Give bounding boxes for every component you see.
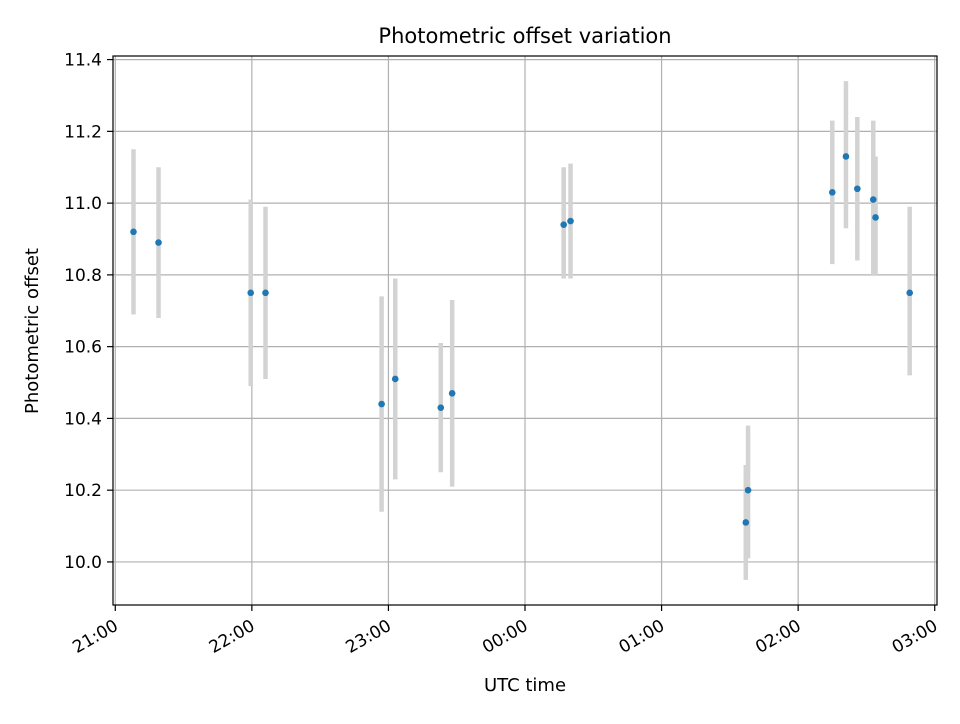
data-point <box>869 196 877 203</box>
data-point <box>448 389 456 397</box>
data-point <box>828 189 836 196</box>
data-point <box>155 239 162 246</box>
data-point <box>842 153 850 160</box>
y-tick-label: 10.0 <box>64 553 102 573</box>
data-point <box>130 228 137 236</box>
data-point <box>854 185 861 193</box>
data-point <box>391 375 399 383</box>
y-tick-label: 11.0 <box>64 194 102 214</box>
y-tick-label: 11.4 <box>64 51 102 71</box>
y-tick-label: 10.8 <box>64 266 102 286</box>
data-point <box>262 289 269 297</box>
data-point <box>906 289 913 297</box>
y-tick-label: 11.2 <box>64 122 102 142</box>
data-point <box>744 486 752 494</box>
y-tick-label: 10.2 <box>64 481 102 501</box>
y-tick-label: 10.6 <box>64 338 102 358</box>
data-point <box>378 400 385 408</box>
data-point <box>742 519 750 526</box>
data-point <box>872 214 879 221</box>
y-tick-label: 10.4 <box>64 409 102 429</box>
x-axis-label: UTC time <box>484 675 566 696</box>
y-axis-label: Photometric offset <box>22 248 43 414</box>
data-point <box>560 221 567 228</box>
data-point <box>567 217 574 225</box>
data-point <box>437 404 445 411</box>
data-point <box>247 289 255 297</box>
chart-title: Photometric offset variation <box>378 24 671 48</box>
data-points <box>130 153 913 526</box>
